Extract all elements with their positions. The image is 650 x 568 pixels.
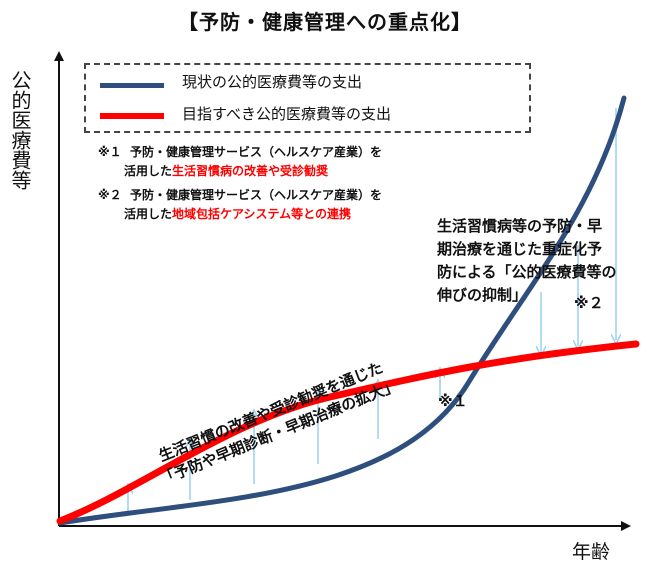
note-2-mark: ※２ xyxy=(98,188,122,202)
legend-current-swatch xyxy=(100,83,164,88)
footnotes: ※１ 予防・健康管理サービス（ヘルスケア産業）を 活用した生活習慣病の改善や受診… xyxy=(98,143,382,224)
growth-suppression-label: 生活習慣病等の予防・早 期治療を通じた重症化予 防による「公的医療費等の 伸びの… xyxy=(437,215,647,307)
current-spending-curve xyxy=(57,95,627,526)
note-1-prefix: 活用した xyxy=(124,164,173,178)
note-2-line-1: ※２ 予防・健康管理サービス（ヘルスケア産業）を xyxy=(98,186,382,205)
x-axis-label: 年齢 xyxy=(572,541,611,563)
note-1-line-2: 活用した生活習慣病の改善や受診勧奨 xyxy=(98,162,382,181)
prevention-expansion-note-mark: ※１ xyxy=(438,392,468,410)
note-1-mark: ※１ xyxy=(98,145,122,159)
note-2-text: 予防・健康管理サービス（ヘルスケア産業）を xyxy=(130,188,383,202)
growth-suppression-line-2: 期治療を通じた重症化予 xyxy=(437,240,603,258)
diagram-title: 【予防・健康管理への重点化】 xyxy=(178,10,472,34)
growth-suppression-line-4: 伸びの抑制」 xyxy=(437,286,528,304)
note-2-prefix: 活用した xyxy=(124,207,173,221)
note-2-line-2: 活用した地域包括ケアシステム等との連携 xyxy=(98,205,382,224)
note-1-text: 予防・健康管理サービス（ヘルスケア産業）を xyxy=(130,145,383,159)
legend-target-swatch xyxy=(100,113,164,119)
target-spending-curve xyxy=(56,340,640,525)
legend-current-label: 現状の公的医療費等の支出 xyxy=(182,73,363,91)
legend: 現状の公的医療費等の支出 目指すべき公的医療費等の支出 xyxy=(84,63,531,133)
note-2-highlight: 地域包括ケアシステム等との連携 xyxy=(172,207,352,221)
note-1-line-1: ※１ 予防・健康管理サービス（ヘルスケア産業）を xyxy=(98,143,382,162)
note-1-highlight: 生活習慣病の改善や受診勧奨 xyxy=(172,164,329,178)
growth-suppression-note-mark: ※２ xyxy=(574,294,604,312)
growth-suppression-arrows xyxy=(541,108,616,352)
growth-suppression-line-1: 生活習慣病等の予防・早 xyxy=(437,217,603,235)
growth-suppression-line-3: 防による「公的医療費等の xyxy=(437,263,617,281)
y-axis-label: 公的医療費等 xyxy=(8,70,32,190)
legend-target-label: 目指すべき公的医療費等の支出 xyxy=(182,105,391,123)
